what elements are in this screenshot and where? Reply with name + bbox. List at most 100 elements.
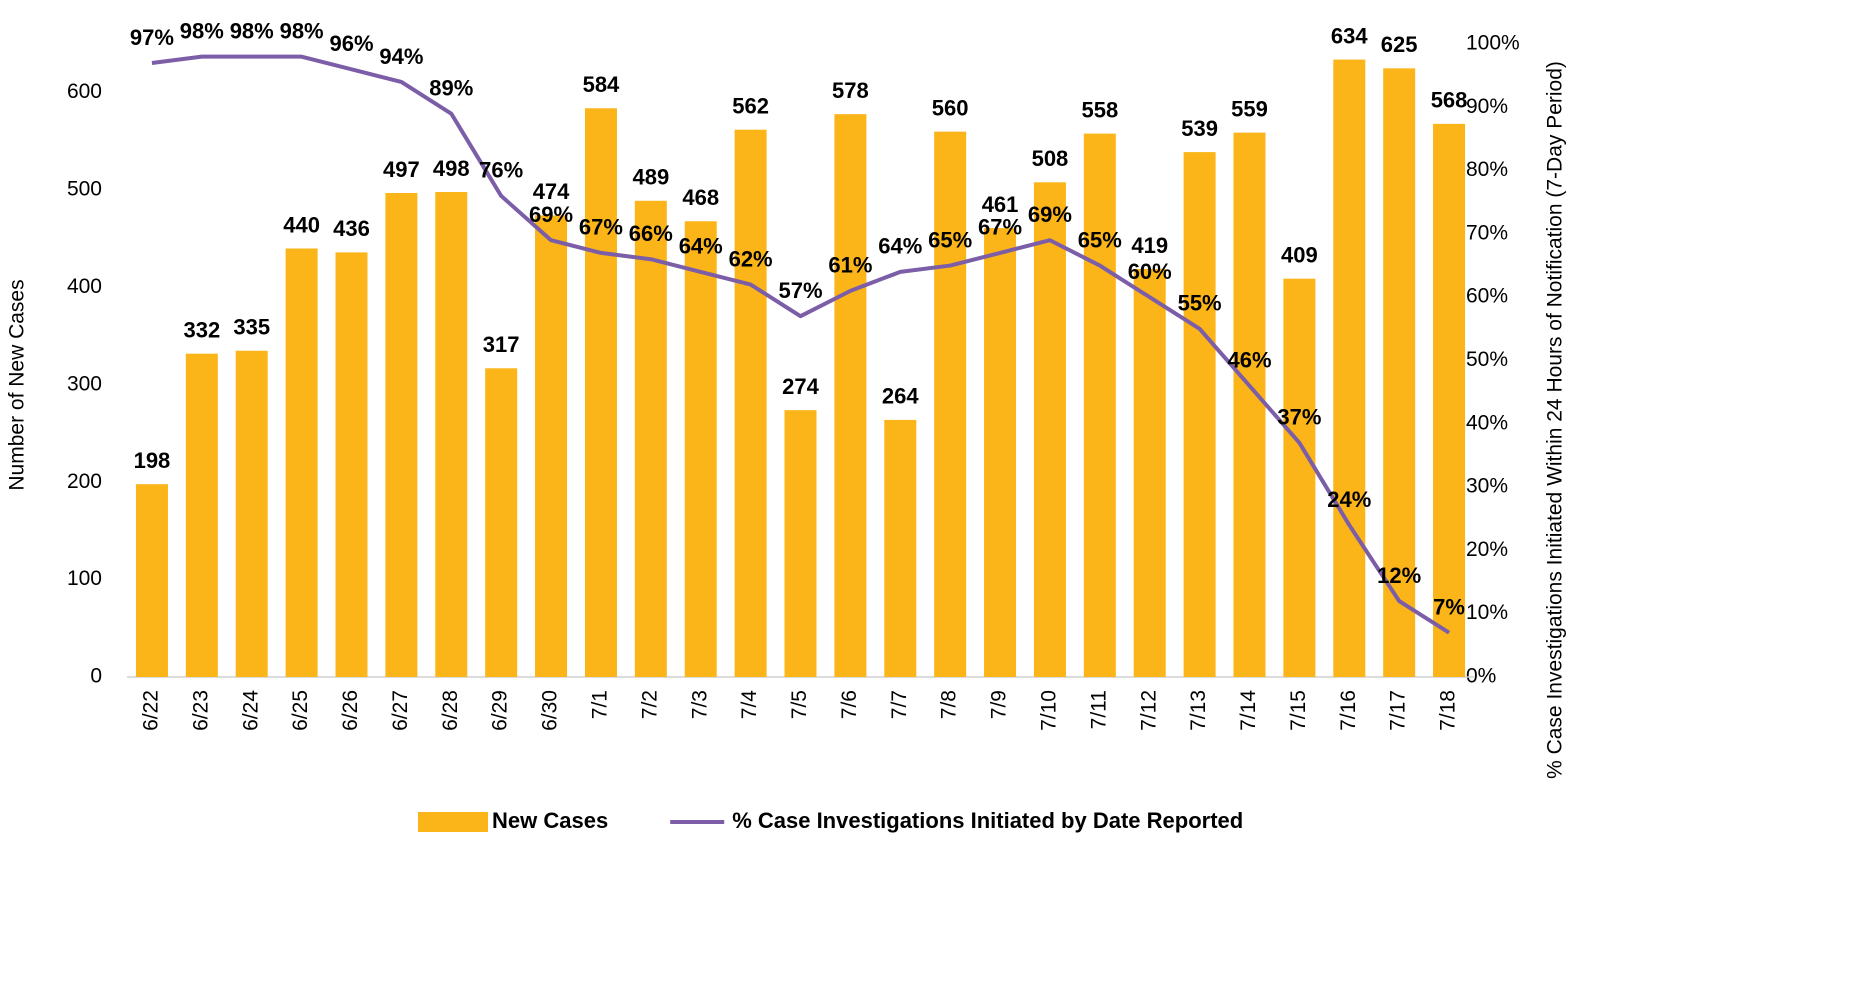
x-tick-label: 7/12 xyxy=(1137,690,1160,731)
bar xyxy=(235,350,268,677)
bar xyxy=(1283,278,1316,677)
x-tick-label: 7/13 xyxy=(1187,690,1210,731)
y2-tick-label: 100% xyxy=(1466,32,1520,55)
line-label: 12% xyxy=(1377,563,1421,588)
line-label: 98% xyxy=(180,18,224,43)
y2-tick-label: 30% xyxy=(1466,475,1508,498)
y2-tick-label: 70% xyxy=(1466,221,1508,244)
line-label: 46% xyxy=(1227,348,1271,373)
line-label: 62% xyxy=(729,246,773,271)
bar xyxy=(934,131,967,678)
x-tick-label: 6/23 xyxy=(189,690,212,731)
bar-label: 198 xyxy=(134,448,171,473)
x-tick-label: 7/16 xyxy=(1337,690,1360,731)
x-tick-label: 6/26 xyxy=(339,690,362,731)
line-label: 69% xyxy=(529,202,573,227)
line-label: 64% xyxy=(878,234,922,259)
bar xyxy=(435,192,468,678)
bar-label: 274 xyxy=(782,374,819,399)
bar-label: 264 xyxy=(882,384,919,409)
bar-label: 568 xyxy=(1431,88,1468,113)
line-label: 98% xyxy=(230,18,274,43)
x-tick-label: 7/1 xyxy=(588,690,611,719)
bar-label: 559 xyxy=(1231,96,1268,121)
x-tick-label: 7/3 xyxy=(688,690,711,719)
y2-tick-label: 80% xyxy=(1466,158,1508,181)
bar-label: 562 xyxy=(732,94,769,119)
bar-label: 558 xyxy=(1081,97,1118,122)
bar xyxy=(984,228,1017,677)
bar xyxy=(1233,132,1266,677)
line-label: 7% xyxy=(1433,595,1465,620)
bar xyxy=(1433,123,1466,677)
x-tick-label: 6/24 xyxy=(239,690,262,731)
bar xyxy=(485,368,518,677)
y2-tick-label: 50% xyxy=(1466,348,1508,371)
bar-label: 419 xyxy=(1131,233,1168,258)
line-label: 98% xyxy=(280,18,324,43)
y-tick-label: 400 xyxy=(67,275,102,298)
line-label: 37% xyxy=(1277,405,1321,430)
bar-label: 498 xyxy=(433,156,470,181)
bar-label: 474 xyxy=(533,179,570,204)
bar xyxy=(335,252,368,677)
x-tick-label: 6/29 xyxy=(489,690,512,731)
x-tick-label: 7/18 xyxy=(1437,690,1460,731)
bar-label: 461 xyxy=(982,192,1019,217)
bar xyxy=(135,484,168,677)
bar-label: 560 xyxy=(932,95,969,120)
y2-tick-label: 40% xyxy=(1466,411,1508,434)
line xyxy=(151,54,1451,635)
y-tick-label: 300 xyxy=(67,372,102,395)
line-label: 94% xyxy=(379,44,423,69)
bar-label: 584 xyxy=(583,72,620,97)
x-tick-label: 6/27 xyxy=(389,690,412,731)
x-tick-label: 7/17 xyxy=(1387,690,1410,731)
y2-tick-label: 0% xyxy=(1466,665,1496,688)
x-tick-label: 7/9 xyxy=(988,690,1011,719)
bar xyxy=(1383,68,1416,678)
bar xyxy=(1083,133,1116,677)
y-tick-label: 500 xyxy=(67,178,102,201)
y2-tick-label: 20% xyxy=(1466,538,1508,561)
bar-label: 497 xyxy=(383,157,420,182)
line-label: 96% xyxy=(329,31,373,56)
bar-label: 317 xyxy=(483,332,520,357)
bar xyxy=(784,410,817,677)
bar xyxy=(185,353,218,677)
bar-label: 489 xyxy=(632,165,669,190)
legend-label: New Cases xyxy=(492,808,608,833)
line-label: 57% xyxy=(778,278,822,303)
x-tick-label: 7/11 xyxy=(1087,690,1110,729)
bar xyxy=(834,114,867,677)
x-tick-label: 7/6 xyxy=(838,690,861,719)
x-tick-label: 7/14 xyxy=(1237,690,1260,731)
line-label: 76% xyxy=(479,158,523,183)
y2-axis-title: % Case Investigations Initiated Within 2… xyxy=(1544,61,1567,779)
x-tick-label: 7/7 xyxy=(888,690,911,719)
x-tick-label: 7/8 xyxy=(938,690,961,719)
bar xyxy=(1033,182,1066,678)
bar-label: 508 xyxy=(1032,146,1069,171)
line-label: 61% xyxy=(828,253,872,278)
legend-swatch xyxy=(418,812,488,832)
x-tick-label: 6/30 xyxy=(539,690,562,731)
line-label: 67% xyxy=(978,215,1022,240)
x-tick-label: 7/15 xyxy=(1287,690,1310,731)
line-label: 60% xyxy=(1128,259,1172,284)
bar xyxy=(884,419,917,677)
bar xyxy=(584,108,617,677)
bar-label: 332 xyxy=(183,317,220,342)
bar xyxy=(285,248,318,677)
legend-label: % Case Investigations Initiated by Date … xyxy=(732,808,1243,833)
bar-label: 634 xyxy=(1331,23,1368,48)
x-tick-label: 6/25 xyxy=(289,690,312,731)
bar xyxy=(684,221,717,678)
bar xyxy=(1133,268,1166,677)
bar-label: 625 xyxy=(1381,32,1418,57)
y-tick-label: 200 xyxy=(67,470,102,493)
bar-label: 440 xyxy=(283,212,320,237)
bar xyxy=(1183,152,1216,677)
x-tick-label: 7/2 xyxy=(638,690,661,719)
